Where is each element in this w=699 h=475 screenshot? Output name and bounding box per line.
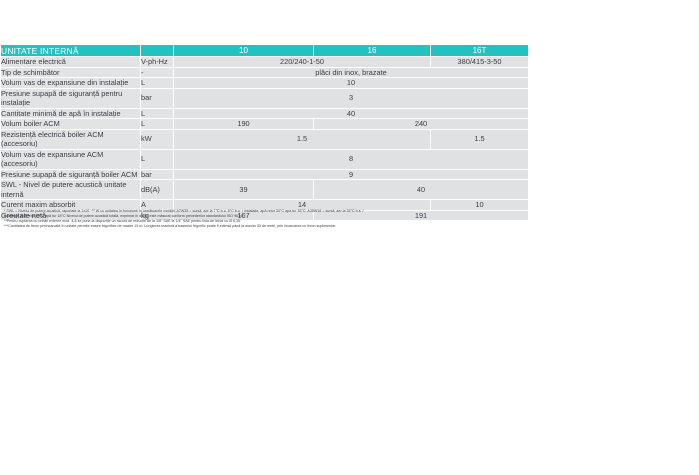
table-row: Volum vas de expansiune din instalație L 1… — [0, 77, 529, 89]
row-value: 3 — [173, 87, 529, 109]
footnote-line: * SWL = Nivelul de putere acustică, rapo… — [4, 209, 364, 213]
row-value: 10 — [430, 199, 529, 211]
footnotes: * SWL = Nivelul de putere acustică, rapo… — [4, 209, 694, 229]
table-row: Volum boiler ACM L 190 240 — [0, 118, 529, 130]
row-label: Volum vas de expansiune din instalație — [0, 77, 141, 89]
row-label: Cantitate minimă de apă în instalație — [0, 107, 141, 119]
row-label: Alimentare electrică — [0, 56, 141, 68]
row-value: 1.5 — [173, 128, 431, 150]
row-label: Rezistență electrică boiler ACM (accesor… — [0, 128, 141, 150]
table-row: Alimentare electrică V-ph-Hz 220/240-1-50 3… — [0, 56, 529, 68]
table-row: Greutate netă kg 167 191 — [0, 209, 529, 221]
row-unit: L — [140, 77, 174, 89]
table-row: Rezistență electrică boiler ACM (accesor… — [0, 128, 529, 150]
row-value: 190 — [173, 118, 314, 130]
table-row: Cantitate minimă de apă în instalație L 40 — [0, 107, 529, 119]
specification-table: UNITATE INTERNĂ 10 16 16T Alimentare ele… — [0, 44, 529, 221]
row-label: Volum boiler ACM — [0, 118, 141, 130]
row-value: 1.5 — [430, 128, 529, 150]
table-row: Presiune supapă de siguranță boiler ACM b… — [0, 168, 529, 180]
unit-header-cell — [140, 44, 174, 57]
row-unit: dB(A) — [140, 179, 174, 200]
footnote-line: **Pentru cuplarea cu unități externe mod… — [4, 218, 242, 223]
row-value: 220/240-1-50 — [173, 56, 431, 68]
row-label: Volum vas de expansiune ACM (accesoriu) — [0, 148, 141, 170]
row-unit: L — [140, 118, 174, 130]
row-label: SWL - Nivel de putere acustică unitate i… — [0, 179, 141, 200]
table-row: SWL - Nivel de putere acustică unitate i… — [0, 179, 529, 200]
row-value: 191 — [313, 209, 529, 221]
row-value: 240 — [313, 118, 529, 130]
row-value: 9 — [173, 168, 529, 180]
table-header: UNITATE INTERNĂ 10 16 16T — [0, 44, 529, 57]
row-value: 40 — [173, 107, 529, 119]
row-value: 10 — [173, 77, 529, 89]
row-unit: kW — [140, 128, 174, 150]
specification-sheet: UNITATE INTERNĂ 10 16 16T Alimentare ele… — [0, 44, 529, 221]
table-body: Alimentare electrică V-ph-Hz 220/240-1-50 3… — [0, 56, 529, 221]
row-value: 8 — [173, 148, 529, 170]
row-value: 39 — [173, 179, 314, 200]
row-value: plăci din inox, brazate — [173, 66, 529, 78]
row-unit: - — [140, 66, 174, 78]
page-top-whitespace — [0, 0, 699, 44]
footnote-line: ***Cantitatea de freon preîncarcată în u… — [4, 223, 337, 228]
table-row: Curent maxim absorbit A 14 10 — [0, 199, 529, 211]
row-unit: L — [140, 107, 174, 119]
table-title-cell: UNITATE INTERNĂ — [0, 44, 141, 57]
column-header-16: 16 — [313, 44, 431, 57]
row-unit: bar — [140, 87, 174, 109]
row-label: Presiune supapă de siguranță pentru inst… — [0, 87, 141, 109]
row-unit: L — [140, 148, 174, 170]
column-header-16t: 16T — [430, 44, 529, 57]
row-unit: bar — [140, 168, 174, 180]
table-row: Volum vas de expansiune ACM (accesoriu) L… — [0, 148, 529, 170]
footnote-line: instalație: apă retur 23°C apă tur 18°C … — [4, 213, 244, 218]
table-header-row: UNITATE INTERNĂ 10 16 16T — [0, 44, 529, 57]
row-unit: V-ph-Hz — [140, 56, 174, 68]
row-value: 380/415-3-50 — [430, 56, 529, 68]
row-value: 40 — [313, 179, 529, 200]
row-label: Presiune supapă de siguranță boiler ACM — [0, 168, 141, 180]
table-row: Presiune supapă de siguranță pentru inst… — [0, 87, 529, 109]
row-label: Tip de schimbător — [0, 66, 141, 78]
table-row: Tip de schimbător - plăci din inox, brazat… — [0, 66, 529, 78]
column-header-10: 10 — [173, 44, 314, 57]
